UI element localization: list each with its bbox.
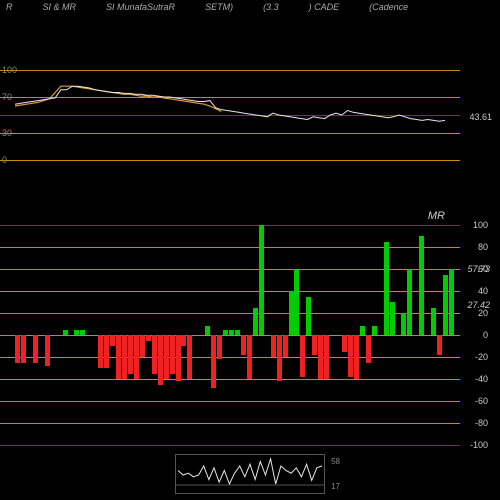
- hdr-3: SETM): [205, 2, 233, 12]
- mr-bar: [63, 330, 68, 336]
- mr-bar: [372, 326, 377, 335]
- mr-axis--80: -80: [475, 418, 488, 428]
- mr-bar: [324, 335, 329, 379]
- rsi-current-value: 43.61: [469, 112, 492, 122]
- mr-bar: [152, 335, 157, 374]
- mr-bar: [277, 335, 282, 381]
- mr-axis-0: 0: [483, 330, 488, 340]
- mr-bar-chart: MR 020406080100-100-80-60-40-20 57.7327.…: [0, 225, 460, 445]
- mr-bar: [241, 335, 246, 355]
- mini-top-label: 58: [331, 457, 340, 466]
- mr-axis-80: 80: [478, 242, 488, 252]
- mini-bottom-label: 17: [331, 482, 340, 491]
- mr-bar: [217, 335, 222, 359]
- mr-bar: [122, 335, 127, 379]
- mr-bar: [110, 335, 115, 346]
- mr-bar: [170, 335, 175, 374]
- mr-bar: [312, 335, 317, 355]
- mr-bar: [140, 335, 145, 357]
- mr-bar: [300, 335, 305, 377]
- mr-bar: [235, 330, 240, 336]
- mr-bar: [21, 335, 26, 363]
- mr-bar: [134, 335, 139, 379]
- mr-bar: [181, 335, 186, 346]
- mr-bar: [15, 335, 20, 363]
- mr-bar: [348, 335, 353, 377]
- mr-bar: [205, 326, 210, 335]
- mr-bar: [128, 335, 133, 374]
- rsi-line-chart: 03070100 43.61: [0, 70, 460, 160]
- mr-bar: [116, 335, 121, 379]
- mr-bar: [176, 335, 181, 381]
- mr-axis--40: -40: [475, 374, 488, 384]
- mr-bar: [271, 335, 276, 357]
- mr-bar: [80, 330, 85, 336]
- mr-bar: [98, 335, 103, 368]
- mr-bar: [449, 269, 454, 335]
- mr-bar: [164, 335, 169, 379]
- hdr-6: (Cadence: [369, 2, 408, 12]
- mr-axis--60: -60: [475, 396, 488, 406]
- mr-bar: [437, 335, 442, 355]
- mr-title: MR: [428, 210, 445, 222]
- mr-bar: [74, 330, 79, 336]
- mr-bar: [306, 297, 311, 336]
- mr-value-label-0: 57.73: [467, 264, 490, 274]
- mr-bar: [443, 275, 448, 336]
- hdr-4: (3.3: [263, 2, 279, 12]
- mr-bar: [247, 335, 252, 379]
- mr-bar: [211, 335, 216, 388]
- mr-axis-40: 40: [478, 286, 488, 296]
- hdr-1: SI & MR: [43, 2, 77, 12]
- mr-bar: [283, 335, 288, 357]
- mr-bar: [187, 335, 192, 379]
- mr-bar: [342, 335, 347, 352]
- mr-bar: [146, 335, 151, 341]
- mr-bar: [229, 330, 234, 336]
- mini-overview-chart: 58 17: [175, 454, 325, 494]
- mr-bar: [401, 313, 406, 335]
- mr-bar: [294, 269, 299, 335]
- hdr-5: ) CADE: [309, 2, 340, 12]
- mr-bar: [259, 225, 264, 335]
- mr-bar: [431, 308, 436, 336]
- mr-value-label-1: 27.42: [467, 300, 490, 310]
- mr-bar: [33, 335, 38, 363]
- mr-bar: [289, 291, 294, 335]
- mr-bar: [318, 335, 323, 379]
- mr-axis-100: 100: [473, 220, 488, 230]
- mr-bar: [354, 335, 359, 379]
- mr-bar: [223, 330, 228, 336]
- hdr-2: SI MunafaSutraR: [106, 2, 175, 12]
- mr-bar: [45, 335, 50, 366]
- mr-axis--100: -100: [470, 440, 488, 450]
- mr-bar: [360, 326, 365, 335]
- mr-bar: [407, 269, 412, 335]
- chart-header: R SI & MR SI MunafaSutraR SETM) (3.3 ) C…: [0, 0, 500, 14]
- mr-bar: [390, 302, 395, 335]
- mr-bar: [419, 236, 424, 335]
- hdr-0: R: [6, 2, 13, 12]
- mr-bar: [384, 242, 389, 336]
- mr-bar: [253, 308, 258, 336]
- mr-bar: [104, 335, 109, 368]
- mr-bar: [366, 335, 371, 363]
- mr-bar: [158, 335, 163, 385]
- mr-axis--20: -20: [475, 352, 488, 362]
